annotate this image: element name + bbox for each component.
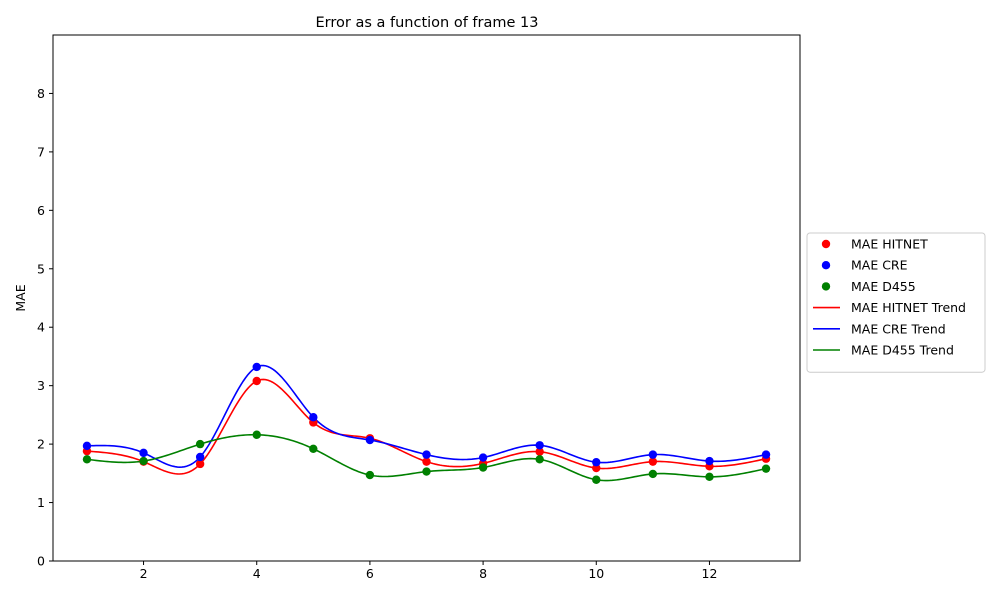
y-tick-label: 8 [37, 86, 45, 101]
mae-cre-point [82, 441, 92, 451]
y-tick-label: 7 [37, 144, 45, 159]
chart-title: Error as a function of frame 13 [316, 15, 539, 31]
mae-d455-point [252, 430, 261, 439]
legend-label: MAE D455 [851, 279, 916, 294]
mae-hitnet-point [422, 457, 431, 466]
y-tick-label: 2 [37, 437, 45, 452]
y-tick-label: 4 [37, 320, 45, 335]
mae-d455-point [82, 455, 92, 464]
x-tick-label: 2 [140, 566, 148, 581]
legend-label: MAE HITNET [851, 237, 928, 252]
legend-label: MAE CRE [851, 258, 908, 273]
mae-cre-point [705, 456, 714, 466]
mae-d455-point [365, 470, 375, 480]
mae-hitnet-point [648, 457, 658, 466]
mae-cre-point [252, 362, 261, 372]
mae-d455-point [705, 472, 714, 482]
mae-d455-point [535, 455, 544, 464]
mae-d455-point [195, 439, 205, 449]
mae-cre-point [592, 458, 601, 467]
y-tick-label: 6 [37, 203, 45, 218]
y-tick-label: 1 [37, 495, 45, 510]
x-tick-label: 10 [588, 566, 604, 581]
y-tick-label: 0 [37, 554, 45, 569]
mae-cre-point [365, 435, 375, 445]
mae-d455-point [139, 456, 148, 466]
mae-d455-point [648, 469, 658, 479]
legend-label: MAE HITNET Trend [851, 300, 966, 315]
mae-cre-point [648, 450, 658, 459]
mae-cre-point [139, 448, 148, 458]
mae-cre-point [535, 441, 544, 450]
x-tick-label: 12 [702, 566, 718, 581]
legend-marker-mae-hitnet [821, 239, 831, 249]
mae-hitnet-point [592, 463, 601, 473]
legend-label: MAE CRE Trend [851, 321, 946, 336]
mae-d455-point [478, 463, 488, 472]
y-tick-label: 3 [37, 378, 45, 393]
y-tick-label: 5 [37, 261, 45, 276]
mae-hitnet-point [252, 376, 261, 386]
mae-d455-point [761, 464, 771, 473]
y-axis-label: MAE [13, 284, 28, 311]
mae-cre-point [309, 413, 318, 422]
mae-cre-point [478, 453, 488, 462]
plot-frame [52, 34, 801, 562]
mae-d455-point [592, 475, 601, 484]
mae-cre-point [761, 450, 771, 459]
mae-d455-point [422, 467, 431, 476]
x-tick-label: 6 [366, 566, 374, 581]
mae-d455-point [309, 444, 318, 453]
legend: MAE HITNET MAE CRE MAE D455 MAE HITNET Tren… [806, 232, 986, 373]
x-tick-label: 4 [253, 566, 261, 581]
mae-cre-point [195, 452, 205, 462]
legend-marker-mae-d455 [821, 282, 831, 291]
mae-cre-point [422, 450, 431, 459]
legend-box [806, 232, 986, 373]
legend-label: MAE D455 Trend [851, 343, 954, 358]
mae-hitnet-point [535, 447, 544, 456]
mae-hitnet-point [195, 459, 205, 469]
x-tick-label: 8 [479, 566, 487, 581]
legend-marker-mae-cre [821, 261, 831, 270]
